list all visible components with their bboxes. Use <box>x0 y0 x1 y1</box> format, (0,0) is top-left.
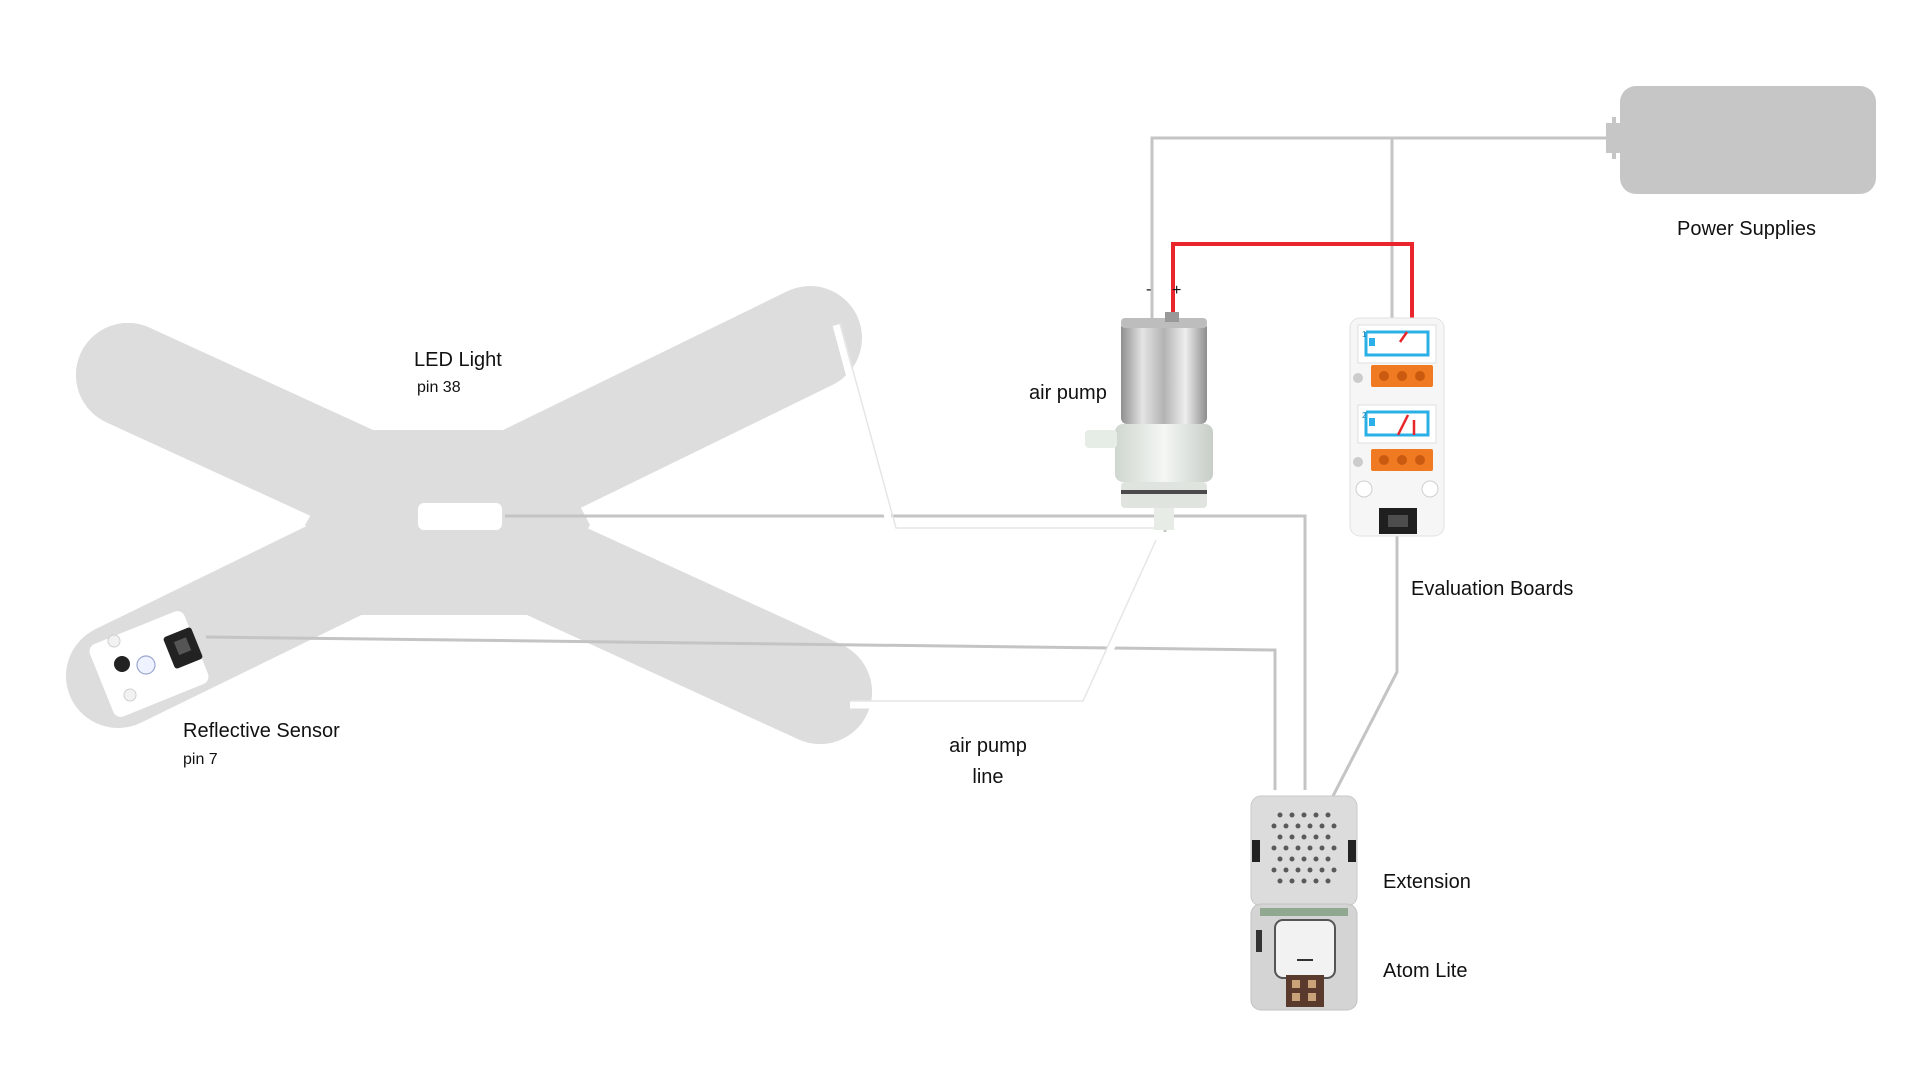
air-pump-device <box>1085 312 1213 530</box>
led-light-module <box>418 503 502 530</box>
led-light-pin-label: pin 38 <box>417 379 461 396</box>
relay-channel-2: 2 <box>1362 411 1367 420</box>
pump-plus-terminal: + <box>1172 282 1182 299</box>
gray-wires <box>205 136 1606 797</box>
power-supply-device <box>1606 86 1876 194</box>
speaker-grille <box>1271 812 1337 884</box>
led-light-label: LED Light <box>414 349 502 371</box>
extension-atom-lite-device <box>1250 795 1358 1011</box>
air-pump-line-tubing <box>832 324 1164 709</box>
evaluation-board-device <box>1349 317 1445 537</box>
extension-label: Extension <box>1383 871 1471 893</box>
power-wire-pump <box>1150 136 1606 320</box>
air-pump-label: air pump <box>1029 382 1107 404</box>
reflective-sensor-label: Reflective Sensor <box>183 720 340 742</box>
atom-lite-label: Atom Lite <box>1383 960 1468 982</box>
reflective-sensor-pin-label: pin 7 <box>183 751 218 768</box>
relay-wire <box>1331 525 1399 797</box>
evaluation-boards-label: Evaluation Boards <box>1411 578 1574 600</box>
drone-frame <box>66 286 872 744</box>
sensor-wire <box>205 635 1277 790</box>
red-wire <box>1171 242 1414 382</box>
power-supplies-label: Power Supplies <box>1677 218 1816 240</box>
air-pump-line-label-top: air pump <box>949 735 1027 757</box>
reflective-sensor-module <box>89 611 209 717</box>
air-pump-line-label-bottom: line <box>972 766 1004 788</box>
led-wire <box>505 514 1307 790</box>
pump-minus-terminal: - <box>1146 281 1152 298</box>
relay-channel-1: 1 <box>1362 330 1367 339</box>
